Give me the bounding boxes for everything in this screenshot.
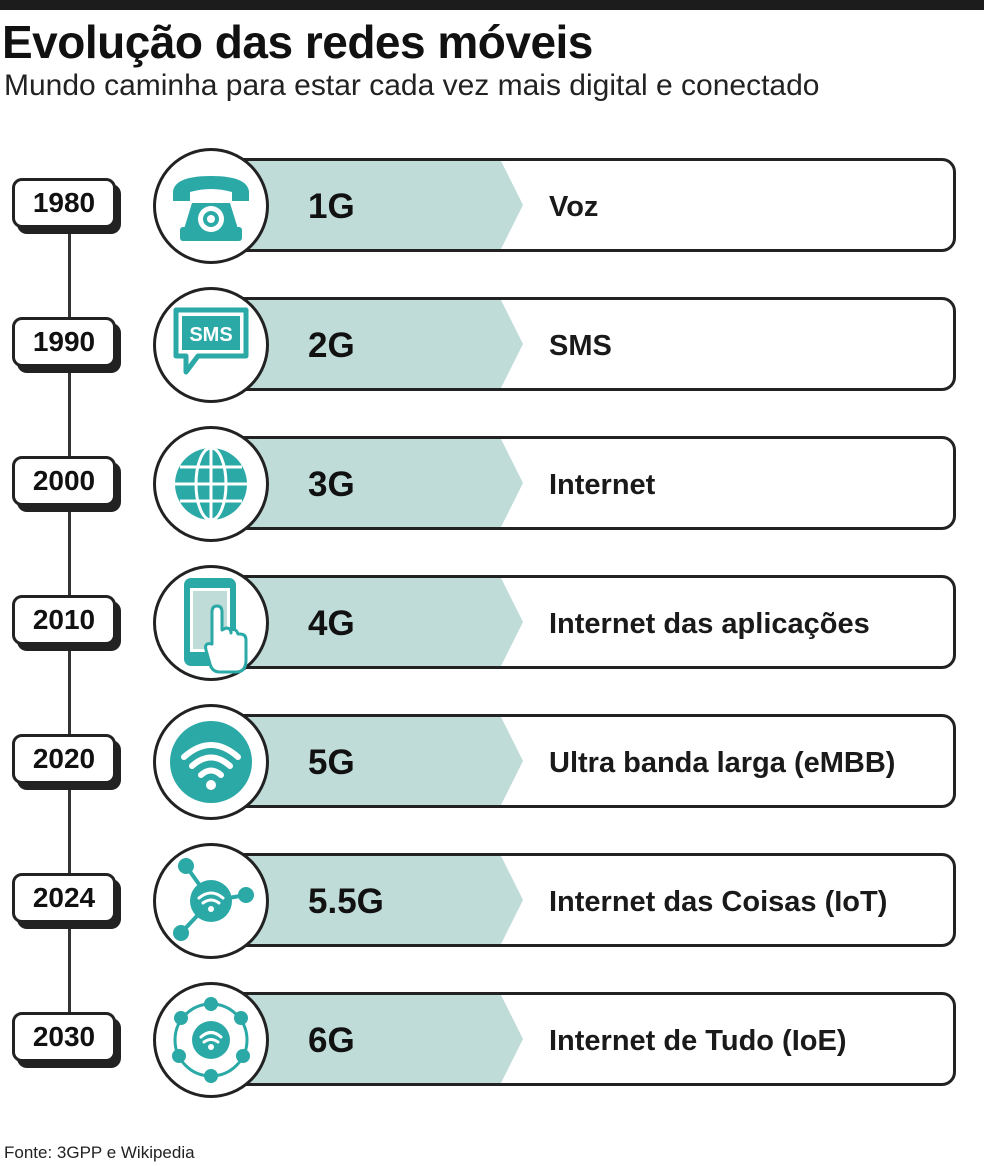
- generation-description: SMS: [549, 330, 612, 362]
- page-title: Evolução das redes móveis: [2, 16, 593, 68]
- year-badge: 2024: [12, 873, 116, 923]
- year-badge: 2010: [12, 595, 116, 645]
- generation-label: 6G: [308, 1021, 355, 1060]
- telephone-icon: [172, 176, 250, 241]
- page-subtitle: Mundo caminha para estar cada vez mais d…: [4, 69, 820, 102]
- year-badge: 1980: [12, 178, 116, 228]
- generation-card: 5.5G Internet das Coisas (IoT): [230, 853, 956, 947]
- timeline-row-2030: 6G Internet de Tudo (IoE) 2030: [0, 982, 984, 1104]
- sms-bubble-icon: SMS: [173, 307, 249, 375]
- ioe-network-icon: [172, 997, 250, 1083]
- generation-card: 2G SMS: [230, 297, 956, 391]
- icon-circle: SMS: [153, 287, 269, 403]
- generation-description: Voz: [549, 191, 599, 223]
- globe-icon: [175, 446, 247, 522]
- generation-card: 1G Voz: [230, 158, 956, 252]
- timeline-row-2024: 5.5G Internet das Coisas (IoT) 2024: [0, 843, 984, 965]
- generation-label: 3G: [308, 465, 355, 504]
- generation-description: Internet: [549, 469, 656, 501]
- generation-label: 2G: [308, 326, 355, 365]
- generation-card: 5G Ultra banda larga (eMBB): [230, 714, 956, 808]
- icon-circle: [153, 843, 269, 959]
- generation-card: 3G Internet: [230, 436, 956, 530]
- year-badge: 2020: [12, 734, 116, 784]
- icon-circle: [153, 704, 269, 820]
- generation-label: 1G: [308, 187, 355, 226]
- generation-band: [233, 995, 523, 1083]
- generation-band: [233, 717, 523, 805]
- generation-label: 5G: [308, 743, 355, 782]
- icon-circle: [153, 565, 269, 681]
- year-badge: 1990: [12, 317, 116, 367]
- generation-band: [233, 161, 523, 249]
- generation-band: [233, 856, 523, 944]
- generation-label: 5.5G: [308, 882, 384, 921]
- icon-circle: [153, 426, 269, 542]
- generation-band: [233, 439, 523, 527]
- wifi-icon: [170, 721, 252, 803]
- year-badge: 2000: [12, 456, 116, 506]
- source-note: Fonte: 3GPP e Wikipedia: [4, 1143, 195, 1162]
- generation-label: 4G: [308, 604, 355, 643]
- generation-description: Internet das Coisas (IoT): [549, 886, 888, 918]
- timeline-row-2020: 5G Ultra banda larga (eMBB) 2020: [0, 704, 984, 826]
- sms-icon-text: SMS: [189, 324, 232, 346]
- timeline-row-2000: 3G Internet 2000: [0, 426, 984, 548]
- generation-card: 6G Internet de Tudo (IoE): [230, 992, 956, 1086]
- timeline-row-1990: 2G SMS 1990 SMS: [0, 287, 984, 409]
- top-rule: [0, 0, 984, 10]
- smartphone-touch-icon: [184, 578, 248, 674]
- timeline-row-2010: 4G Internet das aplicações 2010: [0, 565, 984, 687]
- icon-circle: [153, 148, 269, 264]
- iot-network-icon: [173, 858, 254, 941]
- generation-description: Internet das aplicações: [549, 608, 870, 640]
- timeline-row-1980: 1G Voz 1980: [0, 148, 984, 270]
- generation-band: [233, 300, 523, 388]
- year-badge: 2030: [12, 1012, 116, 1062]
- generation-description: Internet de Tudo (IoE): [549, 1025, 847, 1057]
- generation-description: Ultra banda larga (eMBB): [549, 747, 896, 779]
- icon-circle: [153, 982, 269, 1098]
- generation-band: [233, 578, 523, 666]
- generation-card: 4G Internet das aplicações: [230, 575, 956, 669]
